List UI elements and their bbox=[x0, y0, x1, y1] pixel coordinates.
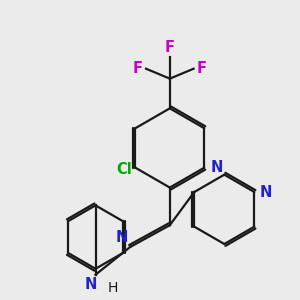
Text: H: H bbox=[107, 280, 118, 295]
Text: F: F bbox=[196, 61, 207, 76]
Text: F: F bbox=[165, 40, 175, 55]
Text: N: N bbox=[259, 184, 272, 200]
Text: N: N bbox=[211, 160, 224, 175]
Text: F: F bbox=[133, 61, 143, 76]
Text: N: N bbox=[116, 230, 128, 245]
Text: N: N bbox=[85, 277, 98, 292]
Text: Cl: Cl bbox=[116, 162, 131, 177]
